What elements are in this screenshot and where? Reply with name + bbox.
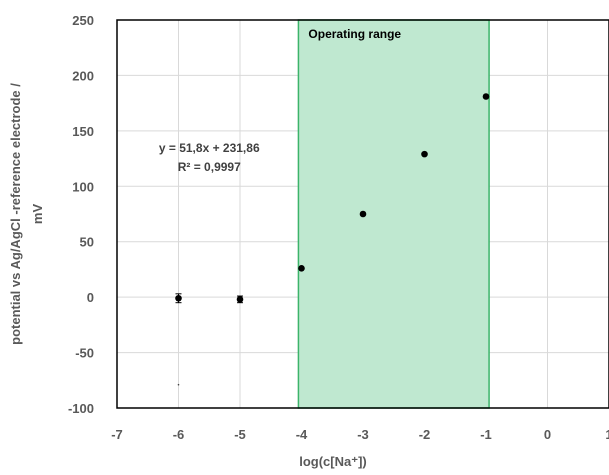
x-tick-label: -2: [419, 427, 431, 442]
x-tick-label: -3: [357, 427, 369, 442]
y-axis-title-line2: mV: [30, 204, 45, 225]
y-tick-label: 50: [80, 235, 94, 250]
data-point: [421, 150, 428, 158]
x-tick-label: 1: [605, 427, 609, 442]
y-tick-label: -50: [75, 346, 94, 361]
x-tick-label: 0: [544, 427, 551, 442]
y-tick-label: -100: [68, 401, 94, 416]
data-point: [175, 294, 182, 302]
x-tick-label: -5: [234, 427, 246, 442]
fit-r-squared: R² = 0,9997: [178, 160, 241, 174]
y-tick-label: 150: [72, 124, 94, 139]
y-tick-label: 0: [87, 290, 94, 305]
y-tick-labels: -100 -50 0 50 100 150 200 250: [68, 13, 94, 416]
plot-area: [116, 19, 609, 409]
data-point: [482, 93, 490, 100]
x-tick-labels: -7 -6 -5 -4 -3 -2 -1 0 1: [111, 427, 609, 442]
y-tick-label: 100: [72, 179, 94, 194]
x-tick-label: -7: [111, 427, 123, 442]
operating-range-band: [297, 19, 490, 409]
data-point: [359, 210, 367, 218]
x-tick-label: -6: [173, 427, 185, 442]
x-axis-title: log(c[Na⁺]): [299, 454, 367, 469]
stray-point: [177, 383, 180, 386]
fit-equation: y = 51,8x + 231,86: [159, 141, 260, 155]
x-tick-label: -4: [296, 427, 308, 442]
data-points: [175, 93, 490, 386]
data-point: [298, 265, 305, 272]
x-tick-label: -1: [480, 427, 492, 442]
y-tick-label: 200: [72, 68, 94, 83]
data-point: [236, 296, 244, 303]
y-tick-label: 250: [72, 13, 94, 28]
operating-range-label: Operating range: [308, 27, 401, 41]
y-axis-title-line1: potential vs Ag/AgCl -reference electrod…: [8, 83, 23, 345]
